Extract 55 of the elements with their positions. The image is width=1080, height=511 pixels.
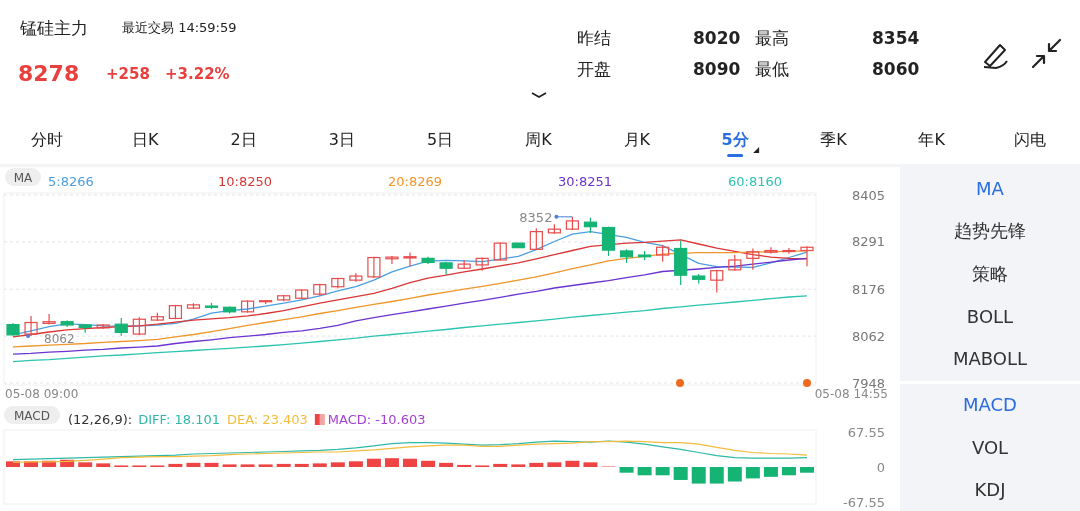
text: +3.22% xyxy=(165,65,230,83)
text: 05-08 09:00 xyxy=(5,387,79,401)
text: 锰硅主力 xyxy=(19,18,88,38)
text: 趋势先锋 xyxy=(954,220,1026,241)
chart-subtitle: (12,26,9): xyxy=(68,412,133,427)
series-label: DEA: 23.403 xyxy=(226,412,308,427)
text: 10:8250 xyxy=(218,174,273,189)
text: BOLL xyxy=(966,306,1014,327)
text: KDJ xyxy=(974,479,1006,500)
text: 闪电 xyxy=(1014,130,1046,149)
y-tick-label: 67.55 xyxy=(847,424,885,440)
text: 季K xyxy=(820,130,848,149)
annotation: 8352 xyxy=(519,209,553,225)
y-tick-label: 8291 xyxy=(851,234,885,250)
text: 策略 xyxy=(972,263,1008,284)
y-tick-label: 8176 xyxy=(851,281,885,297)
text: 开盘 xyxy=(577,59,611,79)
text: 最高 xyxy=(755,28,789,48)
text: 20:8269 xyxy=(388,174,443,189)
text: 8060 xyxy=(872,59,920,79)
text: MABOLL xyxy=(952,348,1028,369)
text: 最低 xyxy=(755,59,789,79)
text: 月K xyxy=(623,130,651,149)
text: MACD xyxy=(963,394,1017,415)
y-tick-label: 0 xyxy=(876,459,885,475)
text: 分时 xyxy=(31,130,63,149)
text: 3日 xyxy=(328,130,355,149)
text: 05-08 14:55 xyxy=(814,387,888,401)
text: 年K xyxy=(918,130,946,149)
text: 8354 xyxy=(872,28,920,48)
text: 8090 xyxy=(693,59,741,79)
text: 5分 xyxy=(721,130,750,149)
text: 日K xyxy=(132,130,160,149)
text: 8020 xyxy=(693,28,741,48)
text: 最近交易 14:59:59 xyxy=(122,20,237,35)
legend-title: MA xyxy=(13,171,34,185)
y-tick-label: 8405 xyxy=(851,187,885,203)
text: 2日 xyxy=(230,130,257,149)
annotation: 8062 xyxy=(44,332,75,347)
text: 周K xyxy=(525,130,553,149)
line-series xyxy=(12,295,808,363)
text: VOL xyxy=(971,437,1009,458)
text: 5:8266 xyxy=(48,174,94,189)
text: +258 xyxy=(106,65,150,83)
text: 昨结 xyxy=(577,28,611,48)
text: 30:8251 xyxy=(558,174,613,189)
text: DIFF: 18.101 xyxy=(138,412,220,427)
legend-title: MACD xyxy=(14,409,50,423)
y-tick-label: 8062 xyxy=(851,328,885,344)
text: 8278 xyxy=(18,61,80,86)
text: 60:8160 xyxy=(728,174,783,189)
text: MA xyxy=(976,178,1005,199)
legend-label: MACD: -10.603 xyxy=(327,412,426,427)
text: 5日 xyxy=(427,130,454,149)
y-tick-label: -67.55 xyxy=(843,494,885,510)
